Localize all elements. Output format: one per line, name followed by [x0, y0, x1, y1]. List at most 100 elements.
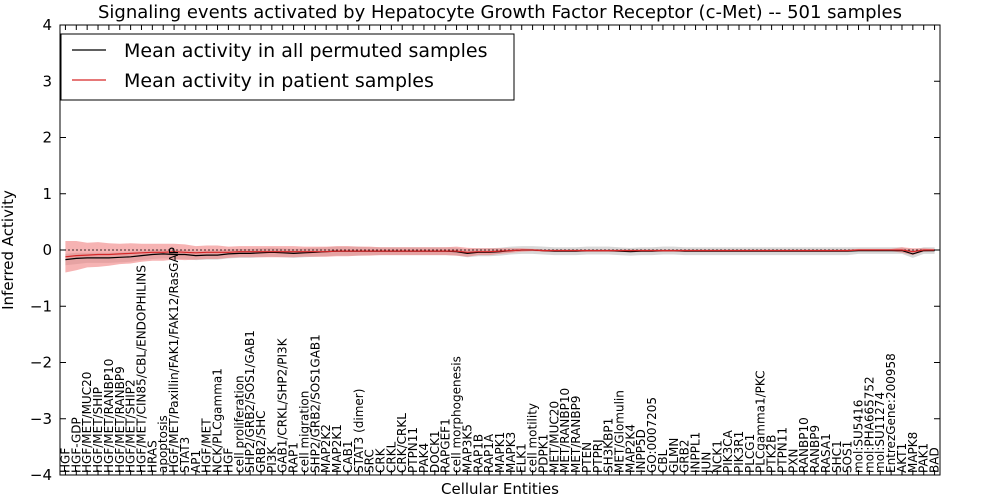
x-tick-label: MAP2K4 — [623, 424, 637, 473]
x-tick-label: HGF — [58, 448, 72, 473]
x-tick-label: HGF/MET/SHIP2 — [124, 379, 138, 473]
x-tick-label: SHP2/GRB2/SOS1/GAB1 — [243, 330, 257, 473]
y-tick-label: 2 — [42, 129, 52, 147]
x-tick-label: GO:0007205 — [645, 397, 659, 473]
x-tick-label: RAP1A — [482, 433, 496, 473]
x-tick-label: HRAS — [145, 440, 159, 473]
x-tick-label: PAK4 — [417, 443, 431, 473]
x-tick-label: RANBP10 — [797, 417, 811, 473]
x-tick-label: AKT1 — [895, 443, 909, 473]
x-tick-label: RAP1B — [471, 434, 485, 473]
x-tick-label: MAPK3 — [504, 432, 518, 473]
x-tick-label: mol:SU5416 — [852, 400, 866, 473]
x-tick-label: HGF/MET/RANBP9 — [113, 366, 127, 473]
x-tick-label: apoptosis — [156, 415, 170, 473]
x-tick-label: PTEN — [580, 442, 594, 473]
x-tick-label: MET/Glomulin — [613, 390, 627, 473]
x-tick-label: PAK1 — [917, 443, 931, 473]
x-tick-label: PXN — [786, 449, 800, 473]
x-tick-label: HGF/MET — [200, 418, 214, 473]
x-tick-label: HGF-GDP — [69, 417, 83, 473]
chart-title: Signaling events activated by Hepatocyte… — [98, 2, 902, 23]
x-axis: HGFHGF-GDPHGF/MET/MUC20HGF/MET/SHIPHGF/M… — [58, 25, 942, 475]
x-tick-label: SHC1 — [830, 440, 844, 473]
x-tick-label: AP1 — [189, 450, 203, 473]
y-tick-label: 1 — [42, 185, 52, 203]
x-tick-label: PDPK1 — [537, 434, 551, 473]
x-tick-label: NCK1 — [710, 440, 724, 473]
series-line-patient — [65, 249, 935, 258]
x-tick-label: PTPRJ — [591, 439, 605, 473]
x-tick-label: PTPN11 — [406, 427, 420, 473]
x-tick-label: CAB1 — [341, 441, 355, 473]
x-tick-label: cell proliferation — [232, 375, 246, 473]
x-tick-label: PLCG1 — [743, 434, 757, 473]
y-tick-label: 4 — [42, 16, 52, 34]
x-tick-label: STAT3 (dimer) — [352, 389, 366, 473]
y-tick-label: −1 — [30, 297, 52, 315]
x-tick-label: SH3KBP1 — [602, 418, 616, 473]
x-tick-label: CRKL — [384, 441, 398, 473]
x-tick-label: BAD — [928, 447, 942, 473]
x-tick-label: mol:PHA665752 — [862, 376, 876, 473]
x-tick-label: CBL — [656, 449, 670, 473]
x-tick-label: cell motility — [526, 403, 540, 473]
x-tick-label: RASA1 — [819, 433, 833, 473]
x-tick-label: CRK — [374, 447, 388, 473]
x-tick-label: HGF/MET/CIN85/CBL/ENDOPHILINS — [135, 265, 149, 473]
x-tick-label: GAB1/CRKL/SHP2/PI3K — [276, 337, 290, 473]
x-tick-label: EntrezGene:200958 — [884, 353, 898, 473]
x-axis-label: Cellular Entities — [441, 480, 559, 498]
y-tick-label: −2 — [30, 354, 52, 372]
x-tick-label: MET/MUC20 — [547, 401, 561, 473]
x-tick-label: MET/RANBP10 — [558, 388, 572, 473]
x-tick-label: GLMN — [667, 438, 681, 473]
x-tick-label: RANBP9 — [808, 425, 822, 473]
x-tick-label: INPP5D — [634, 429, 648, 473]
x-tick-label: SOS1 — [841, 441, 855, 473]
x-tick-label: MET/RANBP9 — [569, 396, 583, 473]
x-tick-label: GRB2 — [678, 439, 692, 473]
legend-box — [60, 33, 515, 101]
y-tick-label: 3 — [42, 72, 52, 90]
x-tick-label: PTK2B — [765, 435, 779, 473]
y-tick-label: 0 — [42, 241, 52, 259]
y-axis: −4 −3 −2 −1 0 1 2 3 4 — [30, 16, 940, 484]
x-tick-label: STAT3 — [178, 437, 192, 473]
legend-label-permuted: Mean activity in all permuted samples — [124, 40, 487, 62]
x-tick-label: MAPK1 — [493, 432, 507, 473]
x-tick-label: cell migration — [297, 391, 311, 473]
x-tick-label: PI3K — [265, 446, 279, 473]
x-tick-label: JUN — [699, 452, 713, 474]
patient-confidence-band — [65, 241, 935, 273]
x-tick-label: CRK/CRKL — [395, 413, 409, 473]
x-tick-label: RAPGEF1 — [439, 418, 453, 473]
x-tick-label: cell morphogenesis — [450, 356, 464, 473]
legend: Mean activity in all permuted samples Me… — [60, 33, 515, 101]
x-tick-label: PTPN11 — [776, 427, 790, 473]
x-tick-label: mol:SU11274 — [873, 392, 887, 473]
x-tick-label: GRB2/SHC — [254, 410, 268, 473]
x-tick-label: NCK/PLCgamma1 — [211, 368, 225, 473]
x-tick-label: MAP3K5 — [460, 424, 474, 473]
x-tick-label: HGF/MET/SHIP — [91, 387, 105, 473]
x-tick-label: SRC — [363, 449, 377, 473]
x-tick-label: HGF/MET/Paxillin/FAK1/FAK12/RasGAP — [167, 247, 181, 473]
x-tick-label: PIK3CA — [721, 429, 735, 473]
legend-label-patient: Mean activity in patient samples — [124, 70, 434, 92]
x-tick-label: PLCgamma1/PKC — [754, 370, 768, 473]
x-tick-label: SHP2/GRB2/SOS1GAB1 — [308, 334, 322, 473]
y-tick-label: −3 — [30, 410, 52, 428]
x-tick-label: HGF — [221, 448, 235, 473]
x-tick-label: MAP2K2 — [319, 424, 333, 473]
x-tick-label: MAP2K1 — [330, 424, 344, 473]
x-tick-label: PIK3R1 — [732, 431, 746, 473]
x-tick-label: DOCK1 — [428, 430, 442, 473]
x-tick-label: INPPL1 — [689, 432, 703, 473]
x-tick-label: RAP1 — [287, 442, 301, 473]
x-tick-label: ELK1 — [515, 443, 529, 473]
x-tick-label: HGF/MET/MUC20 — [80, 372, 94, 473]
x-tick-label: MAPK8 — [906, 432, 920, 473]
x-tick-label: HGF/MET/RANBP10 — [102, 359, 116, 473]
